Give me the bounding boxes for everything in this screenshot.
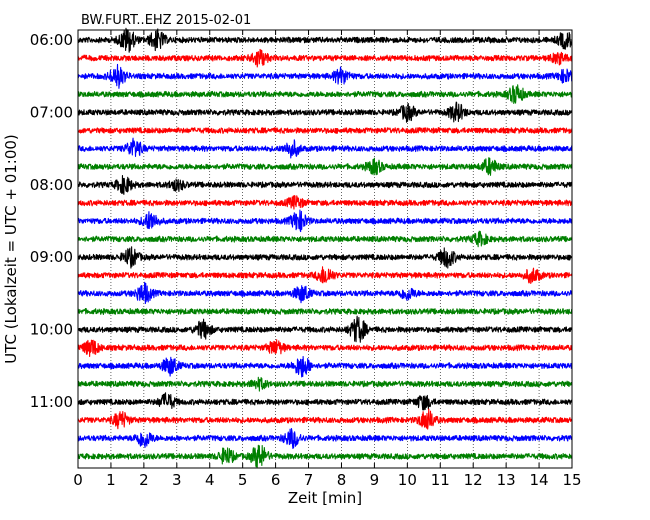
x-tick-label: 0 bbox=[73, 471, 83, 489]
y-tick-label: 11:00 bbox=[30, 393, 73, 411]
trace-line bbox=[77, 63, 573, 89]
y-tick-label: 10:00 bbox=[30, 321, 73, 339]
trace-line bbox=[77, 308, 573, 315]
x-tick-label: 3 bbox=[172, 471, 182, 489]
trace-line bbox=[77, 48, 573, 68]
trace-line bbox=[77, 427, 573, 449]
plot-frame bbox=[77, 29, 573, 469]
x-tick-label: 15 bbox=[562, 471, 581, 489]
trace-line bbox=[77, 376, 573, 392]
x-axis: 0 1 2 3 4 5 6 7 8 9 10 11 12 13 14 15 bbox=[73, 30, 582, 489]
trace-line bbox=[77, 137, 573, 159]
x-tick-label: 8 bbox=[337, 471, 347, 489]
seismic-traces bbox=[77, 27, 573, 468]
y-axis: 06:00 07:00 08:00 09:00 10:00 11:00 bbox=[30, 31, 572, 411]
trace-line bbox=[77, 246, 573, 269]
trace-line bbox=[77, 157, 573, 176]
trace-line bbox=[77, 355, 573, 378]
x-tick-label: 7 bbox=[304, 471, 314, 489]
x-tick-label: 10 bbox=[398, 471, 417, 489]
x-tick-label: 14 bbox=[530, 471, 549, 489]
trace-line bbox=[77, 392, 573, 411]
trace-line bbox=[77, 27, 573, 53]
x-tick-label: 13 bbox=[497, 471, 516, 489]
trace-line bbox=[77, 408, 573, 430]
trace-line bbox=[77, 315, 573, 343]
y-tick-label: 07:00 bbox=[30, 103, 73, 121]
trace-line bbox=[77, 84, 573, 104]
y-tick-label: 06:00 bbox=[30, 31, 73, 49]
x-tick-label: 2 bbox=[139, 471, 149, 489]
x-tick-label: 11 bbox=[431, 471, 450, 489]
vertical-grid bbox=[110, 30, 540, 468]
trace-line bbox=[77, 127, 573, 135]
chart-title: BW.FURT..EHZ 2015-02-01 bbox=[81, 13, 251, 28]
x-tick-label: 9 bbox=[370, 471, 380, 489]
x-tick-label: 4 bbox=[205, 471, 215, 489]
y-tick-label: 09:00 bbox=[30, 248, 73, 266]
x-tick-label: 5 bbox=[238, 471, 248, 489]
x-axis-label: Zeit [min] bbox=[288, 489, 362, 507]
trace-line bbox=[77, 444, 573, 468]
x-tick-label: 12 bbox=[464, 471, 483, 489]
trace-line bbox=[77, 209, 573, 233]
x-tick-label: 6 bbox=[271, 471, 281, 489]
trace-line bbox=[77, 281, 573, 304]
trace-line bbox=[77, 266, 573, 284]
x-tick-label: 1 bbox=[106, 471, 116, 489]
trace-line bbox=[77, 230, 573, 248]
trace-line bbox=[77, 175, 573, 195]
y-axis-label: UTC (Lokalzeit = UTC + 01:00) bbox=[2, 134, 20, 364]
trace-line bbox=[77, 194, 573, 210]
y-tick-label: 08:00 bbox=[30, 176, 73, 194]
trace-line bbox=[77, 339, 573, 358]
trace-line bbox=[77, 101, 573, 123]
